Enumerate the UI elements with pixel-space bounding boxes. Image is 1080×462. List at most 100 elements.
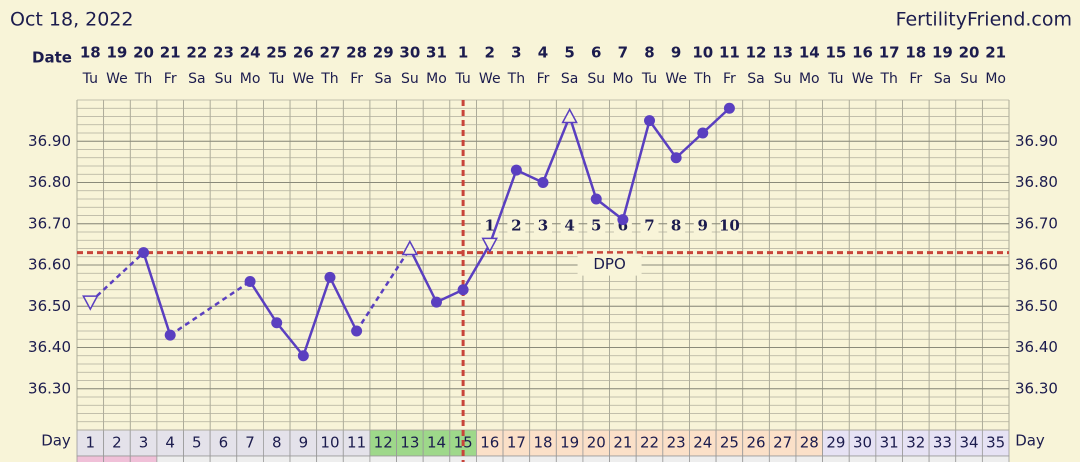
date: 21 [985, 44, 1006, 62]
day-cell-lower [768, 455, 797, 462]
y-tick-label: 36.40 [28, 338, 71, 356]
date: 2 [485, 44, 495, 62]
date: 19 [107, 44, 128, 62]
date: 16 [852, 44, 873, 62]
day-number: 33 [933, 434, 952, 452]
dpo-number: 3 [538, 217, 548, 235]
date: 17 [879, 44, 900, 62]
day-number: 21 [613, 434, 632, 452]
temp-point [324, 271, 336, 283]
day-cell [662, 429, 690, 457]
day-number: 34 [960, 434, 979, 452]
day-number: 9 [299, 434, 309, 452]
weekday: We [852, 71, 874, 87]
y-tick-label: 36.70 [28, 214, 71, 232]
temp-point [457, 284, 469, 296]
day-cell [262, 429, 291, 457]
dpo-bg [507, 216, 526, 237]
dpo-number: 2 [511, 217, 521, 235]
date: 19 [932, 44, 953, 62]
day-cell-lower [103, 455, 131, 462]
weekday: Tu [454, 71, 470, 87]
y-tick-label: 36.60 [28, 256, 71, 274]
temp-segment [408, 247, 438, 303]
dpo-number: 7 [644, 217, 654, 235]
dpo-number: 8 [671, 217, 681, 235]
day-cell-lower [609, 455, 637, 462]
day-cell-lower [555, 455, 584, 462]
weekday: Su [774, 71, 792, 87]
day-label-left: Day [41, 432, 71, 450]
day-number: 13 [400, 434, 419, 452]
date: 18 [80, 44, 101, 62]
date: 21 [160, 44, 181, 62]
date: 18 [905, 44, 926, 62]
date: 28 [346, 44, 367, 62]
temp-segment [595, 198, 624, 221]
day-number: 23 [667, 434, 686, 452]
temp-point [430, 296, 442, 308]
day-number: 16 [480, 434, 499, 452]
temp-segment [488, 169, 518, 245]
date: 6 [591, 44, 601, 62]
day-number: 10 [320, 434, 339, 452]
weekday: Mo [240, 71, 261, 87]
day-number: 17 [507, 434, 526, 452]
day-cell-lower [183, 455, 211, 462]
day-cell-lower [795, 455, 824, 462]
temp-point [617, 214, 629, 226]
weekday: Tu [82, 71, 98, 87]
temp-point [644, 115, 656, 127]
temp-segment [355, 247, 411, 332]
y-tick-label-right: 36.80 [1015, 173, 1058, 191]
y-tick-label: 36.50 [28, 297, 71, 315]
weekday: Sa [561, 71, 578, 87]
day-number: 27 [773, 434, 792, 452]
header-date: Oct 18, 2022 [10, 9, 134, 31]
date: 24 [240, 44, 261, 62]
dpo-bg [693, 216, 712, 237]
temp-segment [302, 276, 332, 357]
y-tick-label-right: 36.70 [1015, 214, 1058, 232]
date: 1 [458, 44, 468, 62]
weekday: Th [879, 71, 897, 87]
dpo-bg [560, 216, 579, 237]
day-cell-lower [342, 455, 371, 462]
y-tick-label-right: 36.40 [1015, 338, 1058, 356]
weekday: Th [134, 71, 152, 87]
dpo-bg [534, 216, 552, 237]
day-cell-lower [635, 455, 664, 462]
date-label: Date [32, 49, 72, 67]
dpo-bg [587, 216, 606, 237]
temp-point-open [82, 295, 99, 311]
y-tick-label: 36.90 [28, 132, 71, 150]
day-cell [369, 429, 397, 457]
day-cell [396, 429, 424, 457]
day-cell-lower [928, 455, 957, 462]
weekday: Fr [909, 71, 922, 87]
day-cell [289, 429, 318, 457]
site-name: FertilityFriend.com [896, 9, 1072, 31]
day-number: 11 [347, 434, 366, 452]
weekday: Fr [164, 71, 177, 87]
day-number: 14 [427, 434, 446, 452]
weekday: Fr [350, 71, 363, 87]
day-cell-lower [156, 455, 184, 462]
day-cell-lower [902, 455, 930, 462]
temp-segment [675, 132, 704, 159]
date: 8 [644, 44, 654, 62]
date: 22 [186, 44, 207, 62]
weekday: Tu [268, 71, 284, 87]
temp-segment [462, 243, 491, 291]
day-cell-lower [396, 455, 424, 462]
date: 14 [799, 44, 820, 62]
weekday: Su [401, 71, 419, 87]
day-cell [76, 429, 105, 457]
day-number: 35 [986, 434, 1005, 452]
day-number: 7 [245, 434, 255, 452]
dpo-number: 1 [485, 217, 495, 235]
day-cell-lower [715, 455, 744, 462]
day-number: 28 [800, 434, 819, 452]
weekday: Mo [799, 71, 820, 87]
